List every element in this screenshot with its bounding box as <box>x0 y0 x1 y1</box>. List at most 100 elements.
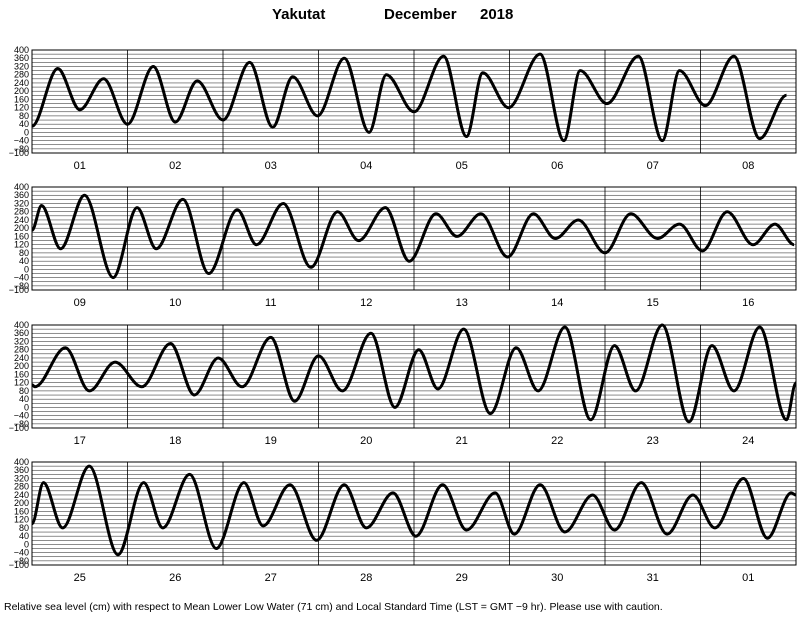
y-tick-label: 360 <box>14 328 29 338</box>
day-label: 29 <box>456 572 468 584</box>
y-tick-label: 80 <box>19 248 29 258</box>
footer-caption: Relative sea level (cm) with respect to … <box>4 601 663 613</box>
tide-curve <box>31 323 798 424</box>
y-tick-label: 0 <box>24 539 29 549</box>
day-label: 13 <box>456 297 468 309</box>
y-tick-label: 400 <box>14 45 29 55</box>
y-tick-label: −80 <box>14 419 29 429</box>
day-label: 18 <box>169 435 181 447</box>
y-tick-label: 320 <box>14 336 29 346</box>
y-tick-label: −40 <box>14 411 29 421</box>
y-tick-label: 360 <box>14 190 29 200</box>
y-tick-label: 280 <box>14 70 29 80</box>
y-tick-label: 120 <box>14 103 29 113</box>
y-tick-label: −100 <box>9 423 29 433</box>
panel-3: 40036032028024020016012080400−40−80−1001… <box>9 320 798 447</box>
panel-frame <box>31 324 797 429</box>
day-label: 01 <box>74 160 86 172</box>
day-label: 02 <box>169 160 181 172</box>
day-label: 19 <box>265 435 277 447</box>
y-tick-label: 0 <box>24 402 29 412</box>
y-tick-label: 40 <box>19 256 29 266</box>
panel-1: 40036032028024020016012080400−40−80−1000… <box>9 45 797 172</box>
y-tick-label: 40 <box>19 531 29 541</box>
y-tick-label: 160 <box>14 369 29 379</box>
day-label: 27 <box>265 572 277 584</box>
y-tick-label: 240 <box>14 490 29 500</box>
day-label: 24 <box>742 435 754 447</box>
y-tick-label: 200 <box>14 498 29 508</box>
y-tick-label: 200 <box>14 86 29 96</box>
y-tick-label: −40 <box>14 273 29 283</box>
y-tick-label: 0 <box>24 264 29 274</box>
day-label: 17 <box>74 435 86 447</box>
y-tick-label: 280 <box>14 345 29 355</box>
day-label: 12 <box>360 297 372 309</box>
day-label: 16 <box>742 297 754 309</box>
y-tick-label: 360 <box>14 53 29 63</box>
day-label: 11 <box>265 297 276 309</box>
y-tick-label: 120 <box>14 378 29 388</box>
day-label: 04 <box>360 160 372 172</box>
day-label: 10 <box>169 297 181 309</box>
y-tick-label: 400 <box>14 457 29 467</box>
y-tick-label: 0 <box>24 127 29 137</box>
y-tick-label: −80 <box>14 144 29 154</box>
y-tick-label: 80 <box>19 111 29 121</box>
y-tick-label: −40 <box>14 548 29 558</box>
y-tick-label: −80 <box>14 281 29 291</box>
y-tick-label: 40 <box>19 119 29 129</box>
y-tick-label: 280 <box>14 482 29 492</box>
y-tick-label: 320 <box>14 473 29 483</box>
tide-curve <box>30 193 795 280</box>
y-tick-label: 40 <box>19 394 29 404</box>
day-label: 31 <box>647 572 659 584</box>
day-label: 05 <box>456 160 468 172</box>
day-label: 08 <box>742 160 754 172</box>
y-tick-label: 200 <box>14 223 29 233</box>
day-label: 28 <box>360 572 372 584</box>
y-tick-label: 160 <box>14 506 29 516</box>
day-label: 15 <box>647 297 659 309</box>
y-tick-label: 120 <box>14 515 29 525</box>
y-tick-label: −100 <box>9 285 29 295</box>
y-tick-label: 80 <box>19 523 29 533</box>
y-tick-label: 240 <box>14 78 29 88</box>
y-tick-label: −40 <box>14 136 29 146</box>
y-tick-label: 200 <box>14 361 29 371</box>
panel-frame <box>31 461 797 566</box>
y-tick-label: 400 <box>14 320 29 330</box>
y-tick-label: 360 <box>14 465 29 475</box>
y-tick-label: 120 <box>14 240 29 250</box>
day-label: 06 <box>551 160 563 172</box>
y-tick-label: 240 <box>14 353 29 363</box>
y-tick-label: 320 <box>14 61 29 71</box>
y-tick-label: −100 <box>9 560 29 570</box>
month-title: December <box>384 6 457 23</box>
panel-frame <box>31 49 797 154</box>
panel-4: 40036032028024020016012080400−40−80−1002… <box>9 457 797 584</box>
y-tick-label: 280 <box>14 207 29 217</box>
day-label: 21 <box>456 435 468 447</box>
y-tick-label: 400 <box>14 182 29 192</box>
year-title: 2018 <box>480 6 514 23</box>
day-label: 01 <box>742 572 754 584</box>
day-label: 20 <box>360 435 372 447</box>
y-tick-label: −100 <box>9 148 29 158</box>
day-label: 22 <box>551 435 563 447</box>
day-label: 07 <box>647 160 659 172</box>
y-tick-label: 160 <box>14 94 29 104</box>
day-label: 14 <box>551 297 563 309</box>
tide-curve <box>31 52 788 143</box>
y-tick-label: 320 <box>14 198 29 208</box>
y-tick-label: 80 <box>19 386 29 396</box>
y-tick-label: −80 <box>14 556 29 566</box>
y-tick-label: 160 <box>14 231 29 241</box>
day-label: 30 <box>551 572 563 584</box>
panel-2: 40036032028024020016012080400−40−80−1000… <box>9 182 797 309</box>
station-title: Yakutat <box>272 6 326 23</box>
day-label: 26 <box>169 572 181 584</box>
day-label: 25 <box>74 572 86 584</box>
y-tick-label: 240 <box>14 215 29 225</box>
